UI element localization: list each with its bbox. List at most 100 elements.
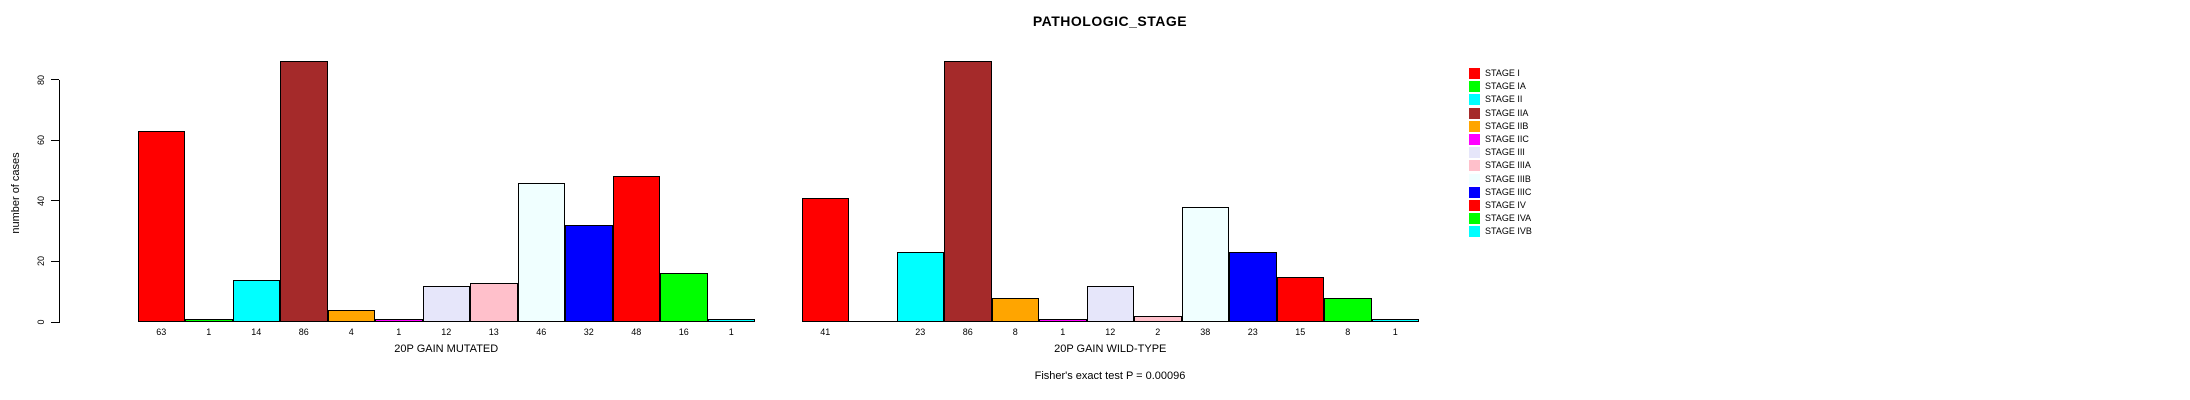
group-axis-label: 20P GAIN MUTATED bbox=[394, 343, 499, 355]
bar-value-label: 12 bbox=[1105, 327, 1116, 337]
y-axis-tick bbox=[51, 260, 59, 262]
legend-swatch-icon bbox=[1469, 173, 1480, 185]
legend-item: STAGE II bbox=[1469, 93, 1532, 106]
bar bbox=[1324, 298, 1372, 322]
bar bbox=[375, 319, 423, 322]
legend-label: STAGE II bbox=[1485, 94, 1523, 105]
legend-label: STAGE IV bbox=[1485, 199, 1526, 210]
y-axis-tick bbox=[51, 200, 59, 202]
legend-item: STAGE IIA bbox=[1469, 107, 1532, 120]
legend-label: STAGE IIB bbox=[1485, 120, 1529, 131]
legend-swatch-icon bbox=[1469, 107, 1480, 119]
bar-value-label: 32 bbox=[583, 327, 594, 337]
legend-swatch-icon bbox=[1469, 120, 1480, 132]
bar-value-label: 86 bbox=[962, 327, 973, 337]
legend: STAGE I STAGE IA STAGE II STAGE IIA STAGE II… bbox=[1469, 67, 1532, 238]
bar-value-label: 4 bbox=[348, 327, 354, 337]
legend-item: STAGE IVA bbox=[1469, 212, 1532, 225]
y-axis-line bbox=[59, 79, 60, 323]
legend-label: STAGE IIIC bbox=[1485, 186, 1532, 197]
bar bbox=[944, 61, 992, 322]
bar-value-label: 13 bbox=[488, 327, 499, 337]
legend-swatch-icon bbox=[1469, 94, 1480, 106]
bar bbox=[327, 310, 375, 322]
bar bbox=[801, 198, 849, 322]
bar-value-label: 14 bbox=[251, 327, 262, 337]
bar-value-label: 15 bbox=[1295, 327, 1306, 337]
legend-swatch-icon bbox=[1469, 213, 1480, 225]
bar bbox=[991, 298, 1039, 322]
bar bbox=[1181, 207, 1229, 322]
bar bbox=[896, 252, 944, 322]
bar-value-label: 8 bbox=[1012, 327, 1018, 337]
legend-item: STAGE IIC bbox=[1469, 133, 1532, 146]
bar bbox=[137, 131, 185, 322]
bar-value-label: 1 bbox=[728, 327, 734, 337]
legend-swatch-icon bbox=[1469, 199, 1480, 211]
legend-item: STAGE I bbox=[1469, 67, 1532, 80]
chart-title: PATHOLOGIC_STAGE bbox=[1032, 13, 1188, 29]
y-axis-tick-label: 40 bbox=[36, 195, 46, 206]
legend-label: STAGE I bbox=[1485, 68, 1520, 79]
legend-label: STAGE IIA bbox=[1485, 107, 1529, 118]
bar-value-label: 41 bbox=[820, 327, 831, 337]
legend-label: STAGE IA bbox=[1485, 81, 1526, 92]
bar-value-label: 2 bbox=[1155, 327, 1161, 337]
legend-swatch-icon bbox=[1469, 160, 1480, 172]
y-axis-tick-label: 60 bbox=[36, 135, 46, 146]
bar-value-label: 16 bbox=[678, 327, 689, 337]
bar-value-label: 23 bbox=[915, 327, 926, 337]
legend-item: STAGE IIIA bbox=[1469, 159, 1532, 172]
legend-item: STAGE IA bbox=[1469, 80, 1532, 93]
legend-swatch-icon bbox=[1469, 81, 1480, 93]
bar-value-label: 1 bbox=[1060, 327, 1066, 337]
bar bbox=[470, 283, 518, 322]
bar-value-label: 86 bbox=[298, 327, 309, 337]
fisher-test-annotation: Fisher's exact test P = 0.00096 bbox=[1034, 370, 1186, 382]
bar bbox=[565, 225, 613, 322]
bar bbox=[612, 176, 660, 322]
legend-label: STAGE IIIB bbox=[1485, 173, 1531, 184]
legend-item: STAGE IV bbox=[1469, 199, 1532, 212]
bar bbox=[1039, 319, 1087, 322]
y-axis-tick bbox=[51, 79, 59, 80]
bar bbox=[185, 319, 233, 322]
bar bbox=[517, 183, 565, 322]
bar bbox=[280, 61, 328, 322]
bar-value-label: 8 bbox=[1345, 327, 1351, 337]
legend-item: STAGE IIB bbox=[1469, 120, 1532, 133]
bar-value-label: 1 bbox=[1392, 327, 1398, 337]
bar bbox=[1086, 286, 1134, 322]
y-axis-tick-label: 80 bbox=[36, 74, 46, 85]
bar bbox=[1229, 252, 1277, 322]
bar bbox=[1371, 319, 1419, 322]
legend-label: STAGE IVA bbox=[1485, 213, 1532, 224]
group-axis-label: 20P GAIN WILD-TYPE bbox=[1054, 343, 1167, 355]
bar-value-label: 46 bbox=[536, 327, 547, 337]
bar bbox=[232, 280, 280, 322]
legend-label: STAGE IIC bbox=[1485, 134, 1529, 145]
legend-swatch-icon bbox=[1469, 226, 1480, 238]
legend-swatch-icon bbox=[1469, 134, 1480, 146]
legend-item: STAGE III bbox=[1469, 146, 1532, 159]
bar bbox=[707, 319, 755, 322]
bar-value-label: 48 bbox=[631, 327, 642, 337]
bar-value-label: 1 bbox=[206, 327, 212, 337]
bar-value-label: 1 bbox=[396, 327, 402, 337]
bar-value-label: 38 bbox=[1200, 327, 1211, 337]
y-axis-title: number of cases bbox=[10, 152, 22, 234]
legend-label: STAGE IVB bbox=[1485, 226, 1532, 237]
bar bbox=[1134, 316, 1182, 322]
legend-swatch-icon bbox=[1469, 186, 1480, 198]
bar-value-label: 12 bbox=[441, 327, 452, 337]
legend-item: STAGE IIIB bbox=[1469, 173, 1532, 186]
bar bbox=[1276, 277, 1324, 322]
legend-item: STAGE IVB bbox=[1469, 225, 1532, 238]
bar bbox=[660, 273, 708, 322]
legend-swatch-icon bbox=[1469, 68, 1480, 80]
legend-label: STAGE III bbox=[1485, 147, 1525, 158]
bar-zero bbox=[849, 321, 897, 322]
legend-item: STAGE IIIC bbox=[1469, 186, 1532, 199]
bar bbox=[422, 286, 470, 322]
y-axis-tick-label: 20 bbox=[36, 256, 46, 267]
